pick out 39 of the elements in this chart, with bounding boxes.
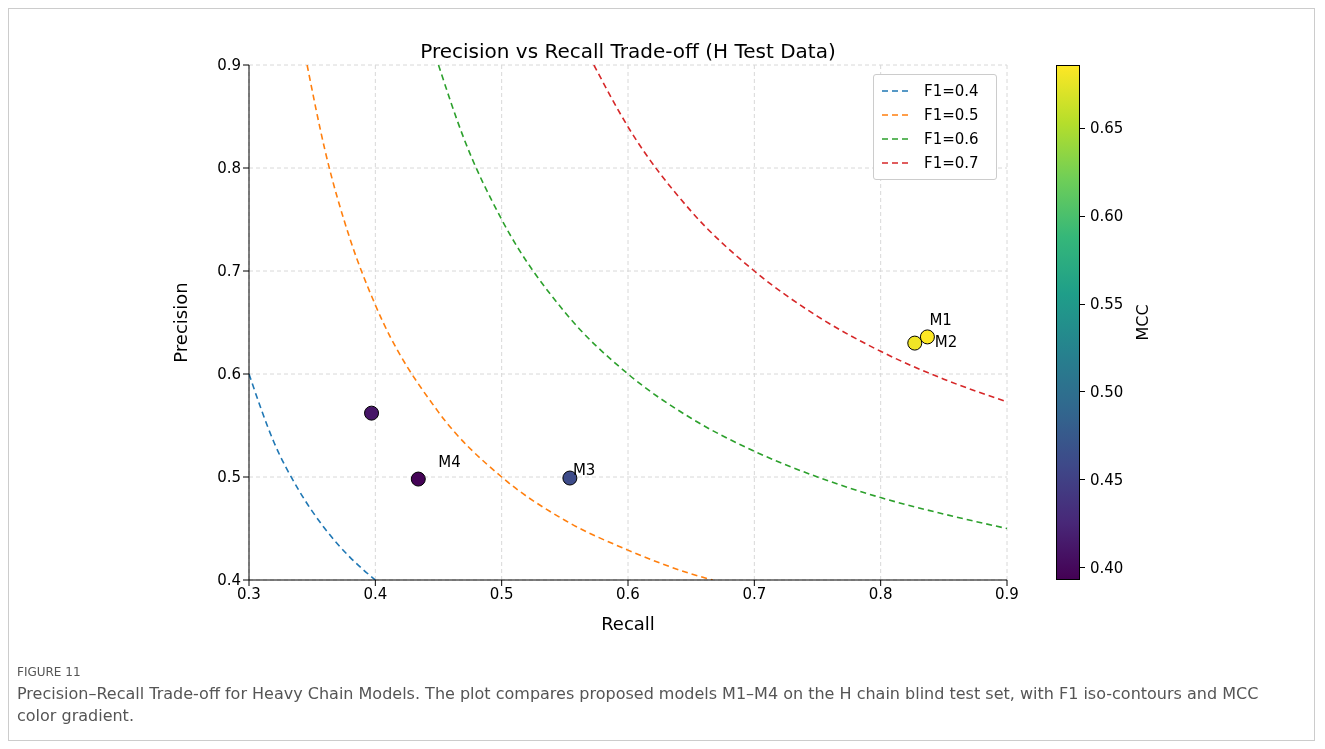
y-tick-label: 0.6 (217, 365, 241, 384)
line-series (249, 373, 377, 580)
legend-label: F1=0.7 (924, 154, 979, 172)
x-tick-label: 0.4 (363, 584, 388, 603)
y-axis-title: Precision (170, 282, 192, 363)
annotation: M3 (572, 461, 596, 480)
y-tick-label: 0.7 (217, 262, 241, 281)
x-tick-label: 0.7 (742, 584, 767, 603)
x-axis-title: Recall (601, 613, 655, 634)
color-bar-title: MCC (1132, 302, 1152, 343)
point (410, 471, 426, 487)
legend-label: F1=0.6 (924, 130, 979, 148)
line-series (437, 65, 1007, 530)
line-series (593, 65, 1007, 403)
x-tick-label: 0.6 (616, 584, 640, 603)
color-bar-label: 0.55 (1089, 294, 1124, 315)
point (364, 405, 380, 421)
x-tick-label: 0.8 (868, 584, 893, 603)
point (919, 329, 935, 345)
y-tick-label: 0.5 (217, 468, 241, 487)
y-tick-label: 0.9 (217, 56, 241, 75)
point (907, 335, 923, 351)
legend-label: F1=0.4 (924, 82, 979, 100)
color-bar-label: 0.60 (1089, 206, 1124, 227)
x-tick-label: 0.9 (995, 584, 1019, 603)
color-bar-label: 0.50 (1089, 381, 1124, 402)
annotation: M2 (934, 333, 958, 352)
legend-label: F1=0.5 (924, 106, 979, 124)
annotation: M1 (929, 310, 952, 329)
x-tick-label: 0.5 (489, 584, 514, 603)
caption: FIGURE 11 (17, 664, 82, 681)
annotation: M4 (438, 453, 461, 472)
text: Precision–Recall Trade-off for Heavy Chain Models. The plot compares proposed models M1–M4 on the H chain blind test set, with F1 iso-contours and MCC color gradient. (17, 683, 1260, 727)
chart-title: Precision vs Recall Trade-off (H Test Data) (419, 39, 837, 63)
color-bar-label: 0.40 (1089, 557, 1124, 578)
color-bar-label: 0.45 (1089, 469, 1124, 490)
color-bar-label: 0.65 (1089, 118, 1124, 139)
x-tick-label: 0.3 (237, 584, 261, 603)
y-tick-label: 0.8 (217, 159, 241, 178)
